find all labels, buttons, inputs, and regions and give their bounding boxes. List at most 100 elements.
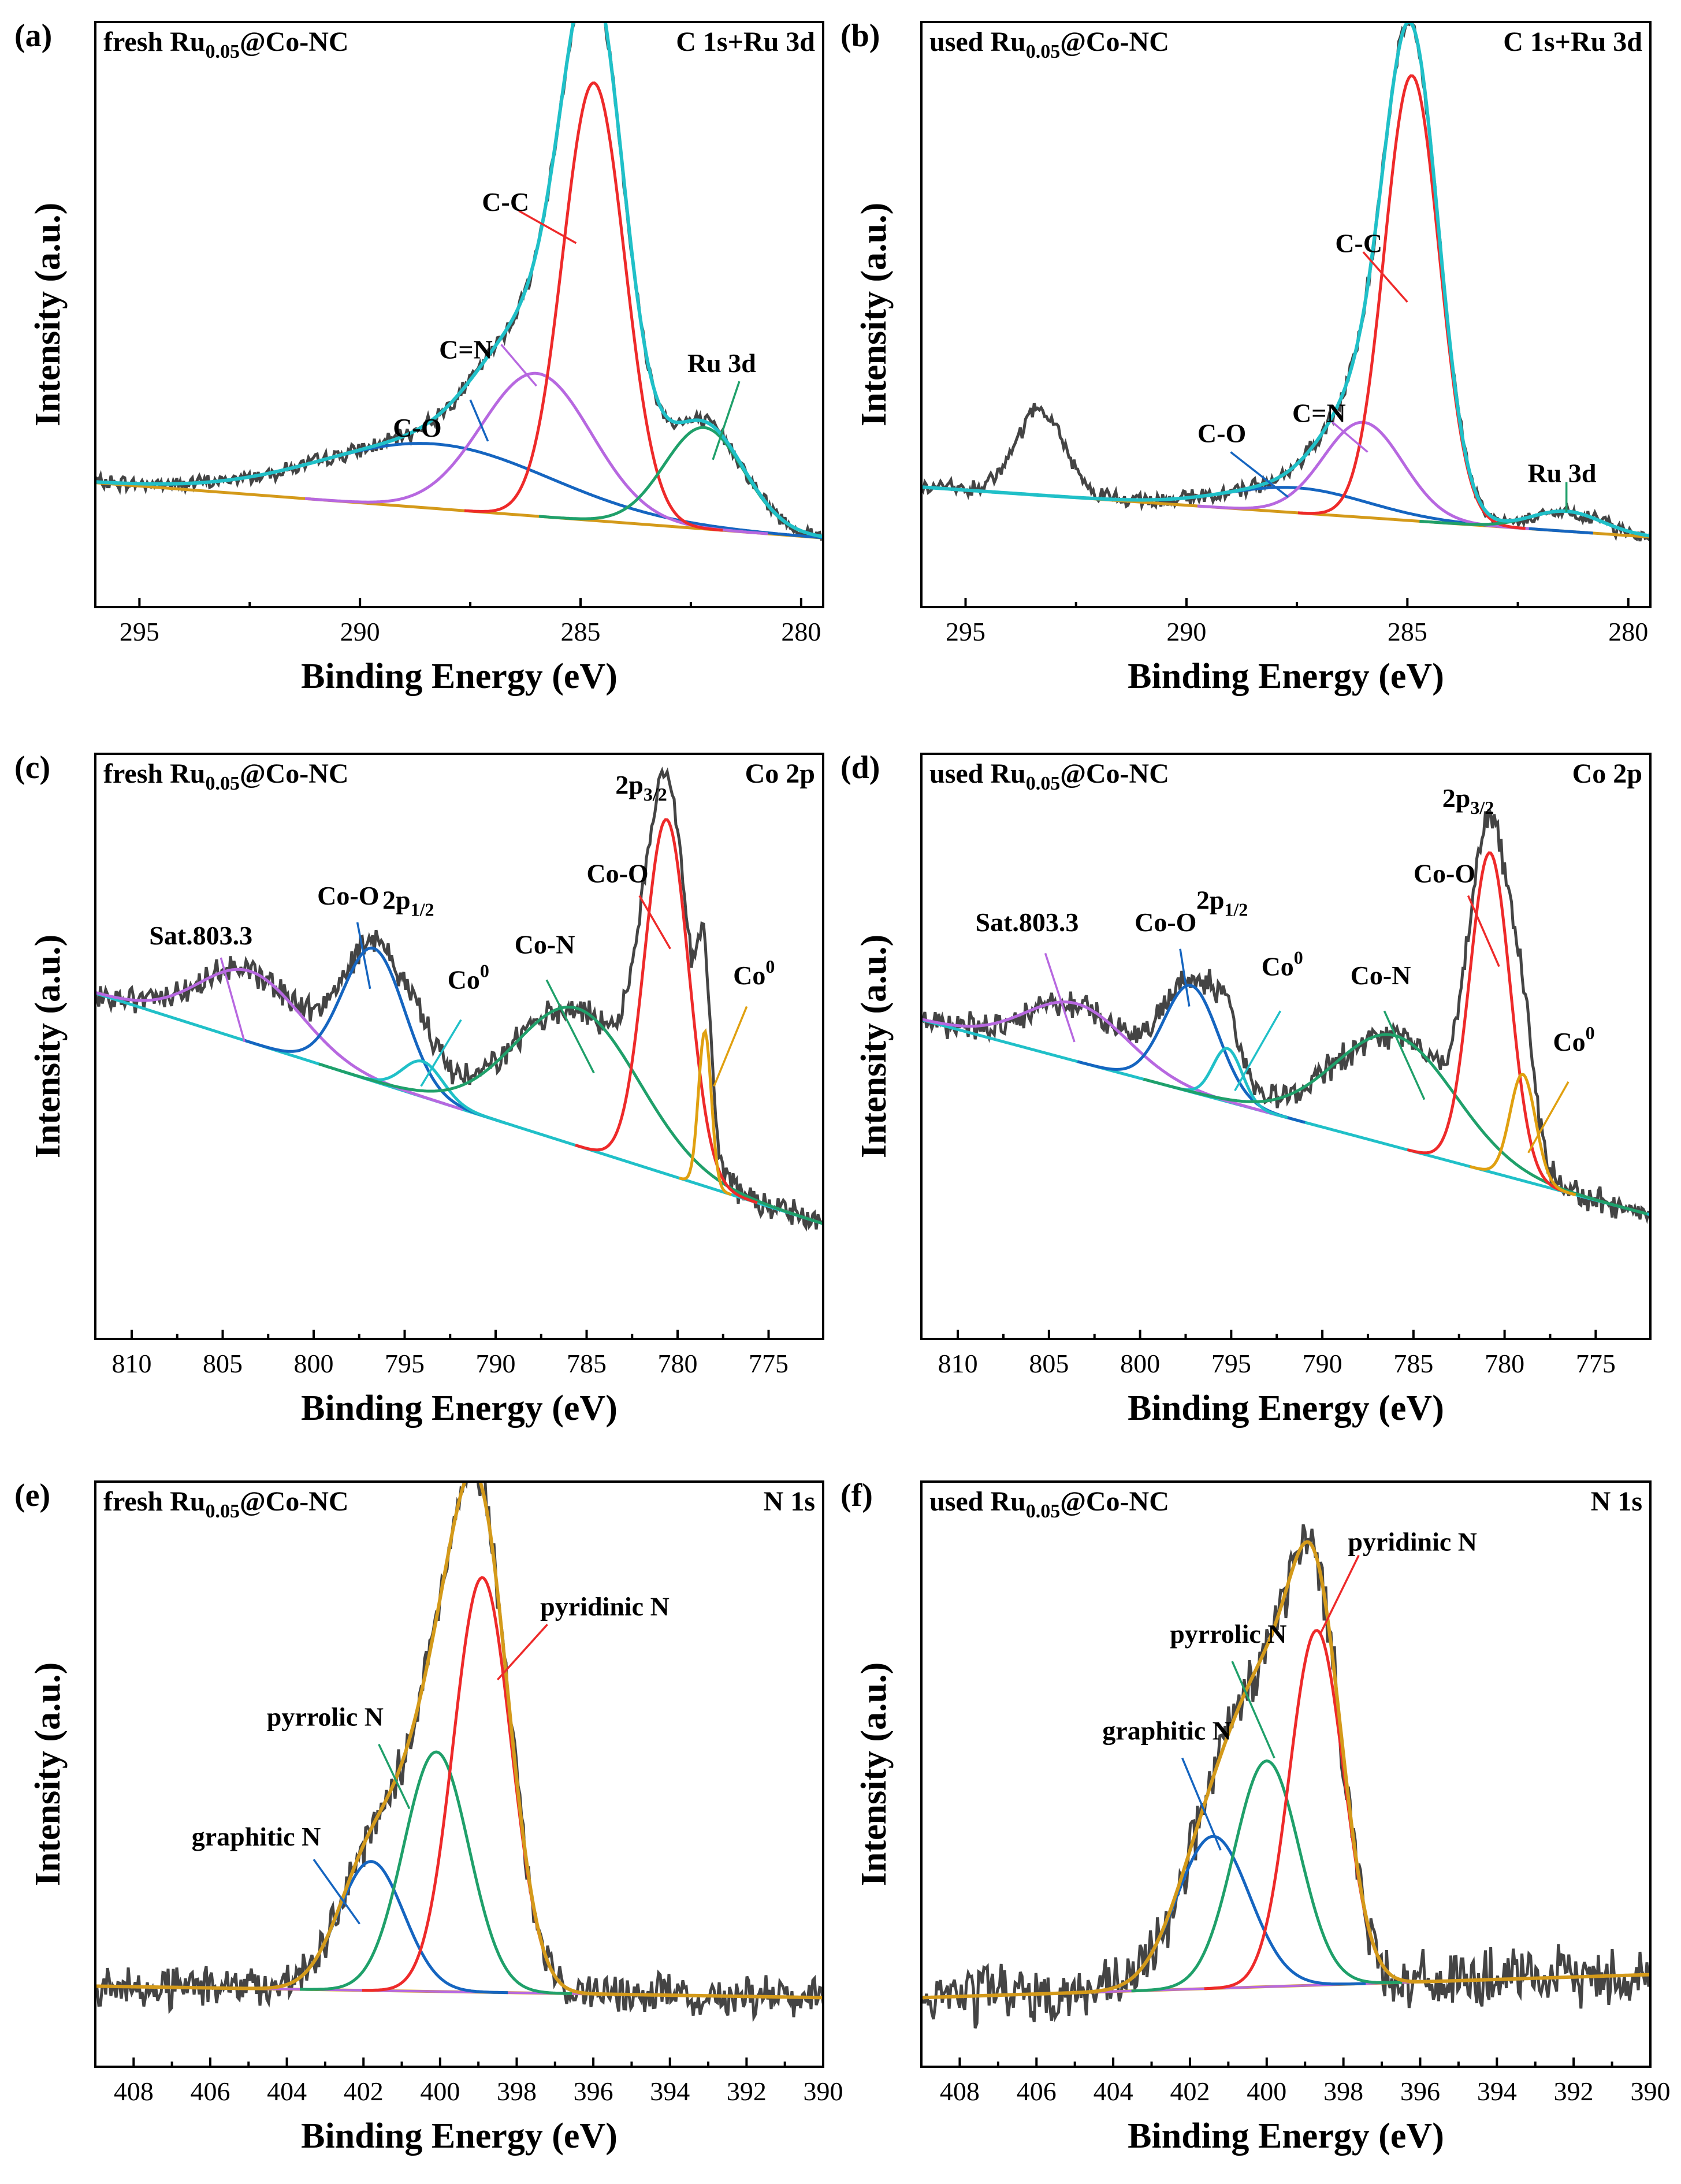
envelope-line xyxy=(95,1482,823,2000)
annotation-pointer xyxy=(1044,953,1076,1043)
x-tick-label: 390 xyxy=(804,2077,843,2106)
region-label: C 1s+Ru 3d xyxy=(676,27,815,57)
peak-graphitic-n xyxy=(235,1860,508,1995)
x-tick-label: 392 xyxy=(727,2077,767,2106)
x-tick-label: 406 xyxy=(1017,2077,1057,2106)
annotation-pointer xyxy=(518,210,577,244)
plot-area xyxy=(921,1524,1650,2029)
region-label: N 1s xyxy=(764,1486,815,1517)
annotation-text: 2p xyxy=(1442,783,1471,813)
annotation-text: pyridinic N xyxy=(1348,1527,1477,1557)
annotation-text: pyrrolic N xyxy=(267,1702,384,1732)
annotation-text: 2p xyxy=(382,885,411,915)
annotation-text: C-O xyxy=(393,413,441,442)
raw-data-line xyxy=(95,1482,823,2023)
annotation-pointer xyxy=(1231,1661,1275,1759)
plot-area xyxy=(921,808,1650,1225)
sample-rest: @Co-NC xyxy=(1060,1486,1169,1517)
x-tick-label: 805 xyxy=(203,1349,243,1378)
annotation-pointer xyxy=(313,1859,361,1925)
sample-name: used Ru xyxy=(929,758,1026,789)
x-tick-label: 295 xyxy=(120,617,159,646)
peak-annotation: 2p1/2 xyxy=(1196,885,1248,920)
peak-annotation: pyridinic N xyxy=(540,1591,670,1621)
peak-co0-2p3-2 xyxy=(1469,1073,1576,1196)
x-tick-label: 408 xyxy=(114,2077,154,2106)
x-tick-label: 780 xyxy=(658,1349,698,1378)
panel-letter: (d) xyxy=(840,750,880,786)
annotation-pointer xyxy=(545,979,595,1074)
annotation-text: C=N xyxy=(439,334,493,364)
annotation-text: C-C xyxy=(482,187,529,217)
annotation-text: Sat.803.3 xyxy=(149,921,252,950)
y-axis-label: Intensity (a.u.) xyxy=(854,935,894,1159)
panel-letter: (a) xyxy=(14,18,52,54)
annotation-pointer xyxy=(638,895,671,950)
x-tick-label: 400 xyxy=(420,2077,460,2106)
sample-name: fresh Ru xyxy=(103,758,205,789)
annotation-pointer xyxy=(712,381,741,460)
x-tick-label: 285 xyxy=(561,617,601,646)
panel-e: 408 406 404 402 400 398 396 394 392 390 Binding En… xyxy=(14,1478,843,2156)
x-tick-label: 280 xyxy=(781,617,821,646)
peak-co0-2p3-2 xyxy=(679,1028,732,1196)
annotation-pointer xyxy=(420,1019,462,1087)
peak-annotation: Sat.803.3 xyxy=(149,921,252,950)
peak-annotation: Co-O xyxy=(1135,907,1196,937)
annotation-pointer xyxy=(500,344,537,387)
peak-annotation: C-C xyxy=(1335,228,1382,258)
sample-label: used Ru0.05@Co-NC xyxy=(929,27,1169,62)
annotation-text: Co xyxy=(733,961,765,990)
panel-d: 810 805 800 795 790 785 780 775 Binding Energy (… xyxy=(840,750,1652,1428)
panel-a: 295 290 285 280 Binding Energy (eV) Intensity… xyxy=(14,18,824,696)
x-tick-label: 785 xyxy=(1393,1349,1433,1378)
sample-name: fresh Ru xyxy=(103,27,205,57)
peak-co-o-2p3-2 xyxy=(1407,851,1575,1196)
x-tick-label: 790 xyxy=(476,1349,516,1378)
x-tick-label: 402 xyxy=(344,2077,384,2106)
sample-rest: @Co-NC xyxy=(1060,27,1169,57)
y-axis-label: Intensity (a.u.) xyxy=(854,203,894,427)
annotation-sup: 0 xyxy=(1586,1022,1595,1043)
panel-letter: (e) xyxy=(14,1478,50,1513)
x-tick-label: 800 xyxy=(1120,1349,1160,1378)
annotation-text: Co xyxy=(1262,952,1294,981)
raw-data-line xyxy=(921,808,1650,1225)
peak-annotation: C-O xyxy=(393,413,441,442)
sample-rest: @Co-NC xyxy=(240,27,349,57)
raw-data-line xyxy=(921,1524,1650,2029)
sample-sub: 0.05 xyxy=(205,773,240,794)
x-tick-label: 775 xyxy=(1576,1349,1616,1378)
peak-annotation: Co0 xyxy=(1553,1022,1594,1056)
x-tick-label: 290 xyxy=(1166,617,1206,646)
annotation-pointer xyxy=(497,1624,548,1681)
annotation-text: Co-O xyxy=(1414,859,1475,888)
x-tick-label: 285 xyxy=(1388,617,1427,646)
x-tick-label: 394 xyxy=(650,2077,690,2106)
annotation-sup: 0 xyxy=(765,956,775,977)
x-tick-label: 775 xyxy=(749,1349,789,1378)
x-tick-label: 404 xyxy=(267,2077,307,2106)
plot-frame xyxy=(94,21,824,608)
annotation-text: Co xyxy=(1553,1027,1585,1056)
peak-c-n xyxy=(1197,421,1529,530)
x-axis-label: Binding Energy (eV) xyxy=(301,2116,618,2156)
peak-annotation: Co0 xyxy=(448,961,489,995)
annotation-sub: 1/2 xyxy=(411,899,434,920)
annotation-text: Sat.803.3 xyxy=(976,907,1079,937)
peak-pyrrolic-n xyxy=(300,1750,572,1995)
peak-annotation: Co0 xyxy=(733,956,775,990)
peak-annotation: Co-O xyxy=(1414,859,1475,888)
x-tick-label: 795 xyxy=(385,1349,425,1378)
region-label: Co 2p xyxy=(745,758,815,789)
sample-rest: @Co-NC xyxy=(1060,758,1169,789)
x-tick-label: 785 xyxy=(567,1349,607,1378)
sample-rest: @Co-NC xyxy=(240,1486,349,1517)
panel-b: 295 290 285 280 Binding Energy (eV) Intensity… xyxy=(840,18,1652,696)
x-tick-label: 790 xyxy=(1303,1349,1342,1378)
peak-annotation: C=N xyxy=(1292,399,1346,428)
x-tick-label: 392 xyxy=(1554,2077,1594,2106)
peak-pyrrolic-n xyxy=(1131,1759,1403,1993)
panel-f: 408 406 404 402 400 398 396 394 392 390 Binding En… xyxy=(840,1478,1671,2156)
x-tick-label: 400 xyxy=(1247,2077,1286,2106)
